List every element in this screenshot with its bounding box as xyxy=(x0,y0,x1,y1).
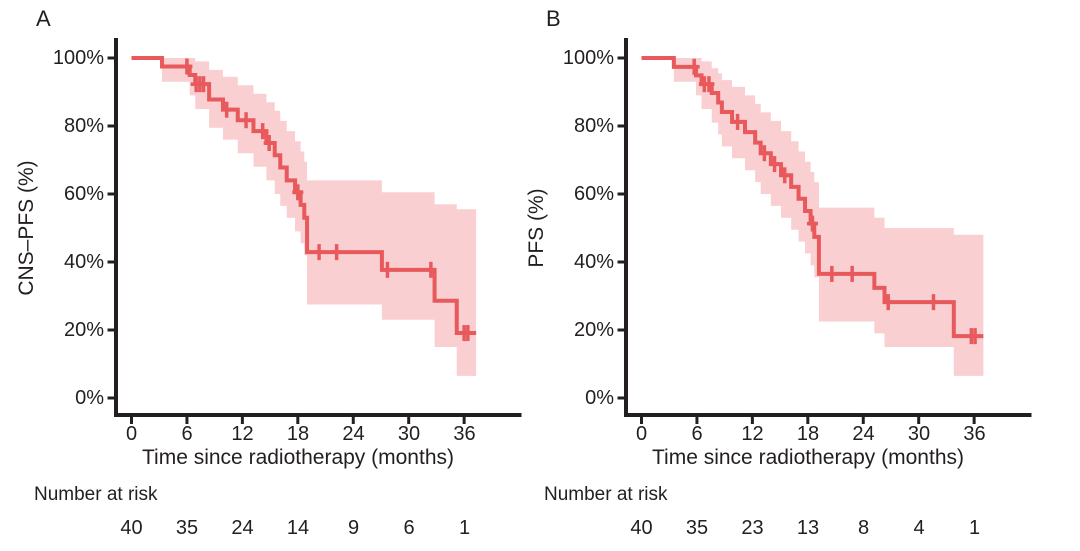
x-axis-title: Time since radiotherapy (months) xyxy=(141,446,455,469)
risk-count: 40 xyxy=(630,517,653,539)
x-tick-label: 24 xyxy=(342,423,365,445)
x-axis-title: Time since radiotherapy (months) xyxy=(651,446,965,469)
panel-label-b: B xyxy=(546,6,561,31)
y-tick-label: 0% xyxy=(75,387,104,409)
y-axis-title-cns-pfs: CNS–PFS (%) xyxy=(15,160,38,296)
x-tick-label: 0 xyxy=(635,423,648,445)
pfs-plot-canvas xyxy=(617,38,1032,424)
number-at-risk-title: Number at risk xyxy=(544,484,668,505)
x-tick-label: 6 xyxy=(181,423,193,445)
risk-count: 1 xyxy=(968,517,981,539)
confidence-band xyxy=(161,58,477,376)
y-tick-label: 80% xyxy=(573,115,614,137)
risk-count: 9 xyxy=(347,517,360,539)
x-tick-label: 30 xyxy=(907,423,931,445)
y-tick-label: 60% xyxy=(63,183,104,205)
y-tick-label: 100% xyxy=(562,47,614,69)
y-tick-label: 20% xyxy=(573,319,614,341)
y-tick-label: 40% xyxy=(63,251,104,273)
y-tick-label: 60% xyxy=(573,183,614,205)
x-tick-label: 36 xyxy=(453,423,476,445)
panel-cns-pfs: A CNS–PFS (%) 100% 80% 60% 40% 20% 0% 0 … xyxy=(15,6,522,539)
y-tick-label: 20% xyxy=(63,319,104,341)
risk-count: 8 xyxy=(857,517,870,539)
risk-count: 23 xyxy=(741,517,764,539)
risk-count: 1 xyxy=(458,517,471,539)
x-tick-label: 24 xyxy=(852,423,875,445)
x-tick-label: 6 xyxy=(691,423,703,445)
panel-label-a: A xyxy=(36,6,51,31)
risk-count: 6 xyxy=(403,517,415,539)
x-tick-label: 18 xyxy=(796,423,820,445)
risk-count: 14 xyxy=(286,517,310,539)
x-tick-label: 0 xyxy=(125,423,138,445)
x-tick-label: 30 xyxy=(397,423,421,445)
x-tick-label: 12 xyxy=(231,423,254,445)
y-tick-label: 40% xyxy=(573,251,614,273)
risk-count: 13 xyxy=(796,517,820,539)
panel-pfs: B PFS (%) 100% 80% 60% 40% 20% 0% 0 6 12… xyxy=(510,0,1080,551)
risk-count: 35 xyxy=(175,517,199,539)
y-tick-label: 80% xyxy=(63,115,104,137)
risk-count: 24 xyxy=(231,517,254,539)
x-tick-label: 18 xyxy=(286,423,310,445)
cns-pfs-plot-canvas xyxy=(107,38,522,424)
confidence-band xyxy=(673,58,984,376)
risk-count: 35 xyxy=(685,517,709,539)
y-tick-label: 0% xyxy=(585,387,614,409)
x-tick-label: 12 xyxy=(741,423,764,445)
y-tick-label: 100% xyxy=(52,47,104,69)
number-at-risk-title: Number at risk xyxy=(34,484,158,505)
risk-count: 40 xyxy=(120,517,143,539)
risk-count: 4 xyxy=(913,517,925,539)
x-tick-label: 36 xyxy=(963,423,986,445)
